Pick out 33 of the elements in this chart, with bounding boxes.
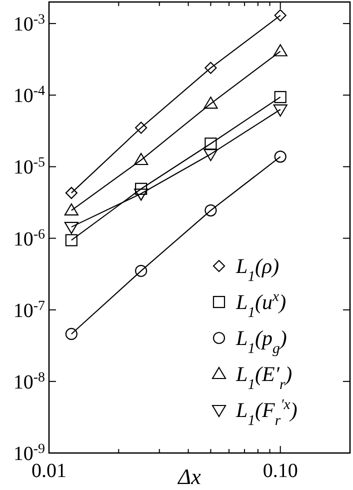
legend-label: L$_{1}$(ρ) [235,254,280,285]
point [204,62,217,74]
point [134,152,148,166]
point [273,104,288,117]
y-tick-label: 10$^{-5}$ [13,155,45,179]
legend-label: L$_{1}$(p$_{g}$) [235,326,287,357]
x-tick-label: 0.10 [262,460,298,482]
legend-label: L$_{1}$(u$^{x}$) [235,289,286,321]
y-tick-label: 10$^{-7}$ [13,298,45,322]
y-tick-label: 10$^{-6}$ [13,226,45,250]
point [273,44,288,56]
point [64,222,78,234]
x-axis-title: Δx [177,464,202,489]
point [65,234,78,246]
point [274,9,286,22]
y-tick-label: 10$^{-8}$ [13,370,45,394]
point [274,90,286,104]
point [135,122,148,134]
point [204,149,218,162]
point [65,186,78,199]
legend-label: L$_{1}$(F$_{r}$$^{′x}$) [235,397,298,429]
point [204,138,217,150]
point [65,328,78,340]
point [204,96,218,109]
y-tick-label: 10$^{-3}$ [13,12,45,36]
point [134,188,148,201]
point [204,204,217,216]
point [64,203,78,216]
point [135,264,148,277]
y-tick-label: 10$^{-4}$ [13,84,45,108]
point [135,182,148,195]
point [274,150,286,163]
legend-label: L$_{1}$(E′$_{r}$) [235,362,292,393]
